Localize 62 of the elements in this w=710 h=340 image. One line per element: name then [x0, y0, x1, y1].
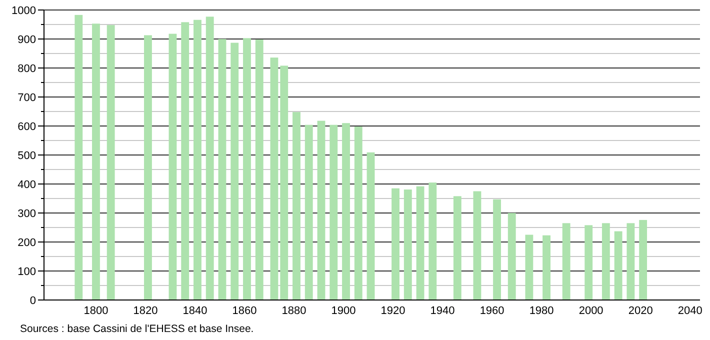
bar [562, 223, 570, 300]
bar [330, 124, 338, 300]
bar [626, 223, 635, 300]
bar [218, 39, 226, 300]
bar [416, 186, 424, 300]
y-tick-label: 500 [18, 150, 36, 162]
y-tick-label: 800 [18, 62, 36, 75]
bar [639, 220, 648, 300]
bar [106, 25, 115, 300]
bar [525, 234, 534, 300]
bar [366, 152, 375, 300]
x-tick-label: 1980 [529, 305, 554, 317]
x-tick-label: 1800 [84, 305, 108, 317]
x-tick-label: 1920 [380, 305, 406, 317]
x-tick-label: 1860 [232, 305, 257, 317]
x-tick-label: 2000 [578, 305, 604, 317]
bar [292, 112, 300, 300]
x-tick-label: 1820 [133, 305, 158, 317]
y-tick-label: 700 [18, 92, 36, 104]
y-tick-label: 300 [18, 208, 36, 220]
bar [243, 38, 251, 300]
x-tick-label: 1940 [430, 305, 455, 317]
bar [493, 199, 501, 300]
bar [92, 24, 100, 300]
bar [473, 191, 482, 300]
bar [255, 40, 264, 300]
bar [206, 16, 214, 300]
x-tick-label: 2020 [628, 305, 653, 317]
y-tick-label: 600 [18, 120, 36, 133]
x-tick-label: 1960 [480, 305, 504, 317]
bar [230, 42, 239, 300]
bar [602, 223, 610, 300]
bar [168, 34, 177, 300]
bar [181, 22, 190, 300]
source-note: Sources : base Cassini de l'EHESS et base Insee. [20, 323, 254, 335]
y-tick-label: 900 [18, 34, 36, 46]
bar [392, 188, 400, 300]
y-tick-label: 400 [18, 178, 36, 191]
bar [542, 235, 550, 300]
bar [270, 58, 278, 300]
y-tick-label: 1000 [12, 4, 36, 17]
bar [584, 225, 593, 300]
bar [304, 124, 313, 300]
bar [317, 120, 326, 300]
x-tick-label: 1840 [182, 305, 208, 317]
bar [74, 14, 83, 300]
bar [144, 35, 152, 300]
x-tick-label: 2040 [678, 305, 702, 317]
y-tick-label: 100 [18, 266, 36, 278]
x-tick-label: 1900 [331, 305, 356, 317]
bar [194, 20, 202, 300]
bar [614, 231, 622, 300]
bar [280, 66, 288, 300]
bar [354, 126, 362, 300]
bar [453, 196, 462, 300]
y-tick-label: 0 [30, 294, 36, 307]
bar [508, 213, 516, 300]
y-tick-label: 200 [18, 236, 36, 249]
bar [342, 123, 350, 300]
bar [404, 190, 412, 300]
bar [428, 182, 437, 300]
x-tick-label: 1880 [282, 305, 306, 317]
